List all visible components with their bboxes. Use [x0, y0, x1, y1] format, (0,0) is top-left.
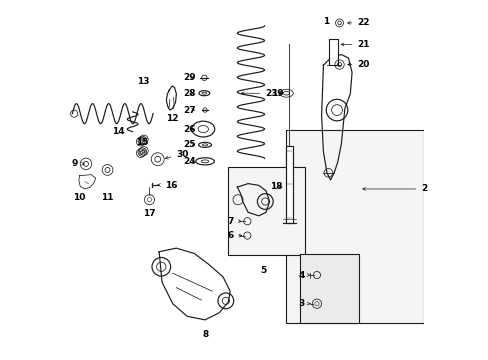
Text: 7: 7: [227, 217, 241, 226]
Text: 4: 4: [298, 270, 309, 279]
Text: 29: 29: [183, 73, 196, 82]
Text: 21: 21: [341, 40, 369, 49]
Text: 20: 20: [347, 60, 369, 69]
Text: 18: 18: [270, 182, 282, 191]
Text: 25: 25: [183, 140, 196, 149]
Bar: [285, 146, 292, 223]
Text: 5: 5: [260, 266, 266, 275]
Text: 6: 6: [227, 231, 241, 240]
Text: 15: 15: [136, 138, 148, 147]
Text: 10: 10: [73, 193, 85, 202]
Bar: [328, 40, 337, 65]
Text: 8: 8: [202, 330, 208, 339]
Text: 13: 13: [137, 77, 149, 86]
Bar: [300, 253, 359, 323]
Text: 28: 28: [183, 89, 196, 98]
Text: 12: 12: [165, 114, 178, 123]
Text: 16: 16: [157, 180, 177, 189]
Bar: [228, 167, 305, 255]
Text: 11: 11: [101, 193, 114, 202]
Text: 23: 23: [241, 89, 277, 98]
Text: 14: 14: [112, 127, 124, 136]
Text: 1: 1: [323, 17, 329, 26]
Text: 27: 27: [183, 105, 196, 114]
Text: 9: 9: [72, 159, 84, 168]
Text: 22: 22: [347, 18, 369, 27]
Text: 2: 2: [362, 184, 427, 193]
Text: 17: 17: [143, 210, 156, 219]
Text: 3: 3: [298, 299, 309, 308]
Text: 30: 30: [165, 150, 188, 159]
Text: 19: 19: [271, 89, 284, 98]
Text: 24: 24: [183, 157, 196, 166]
Text: 26: 26: [183, 125, 196, 134]
Bar: [286, 130, 423, 323]
